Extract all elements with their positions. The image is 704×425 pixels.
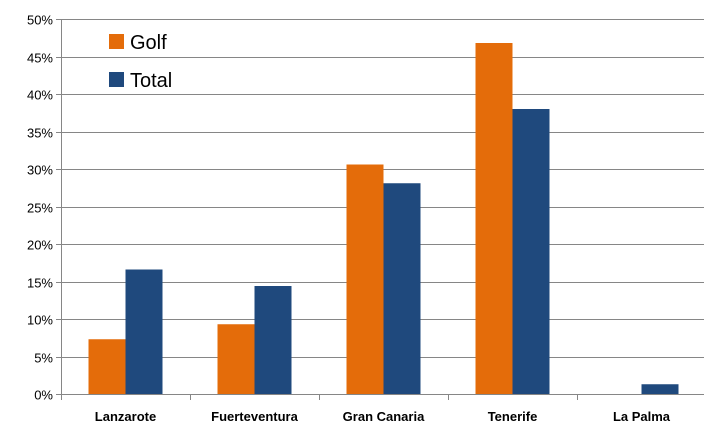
x-axis-tick-label: Tenerife [488,409,538,424]
bar-golf-tenerife [475,43,513,394]
x-axis-tick-label: Gran Canaria [343,409,425,424]
axes [56,19,704,400]
bar-golf-lanzarote [88,339,126,394]
x-axis-tick-label: Lanzarote [95,409,156,424]
y-axis-tick-label: 30% [27,163,53,178]
y-axis-tick-label: 25% [27,201,53,216]
bar-total-gran-canaria [383,183,421,394]
bar-golf-gran-canaria [346,164,384,394]
bar-total-fuerteventura [254,286,292,394]
y-axis-tick-labels: 0% 5% 10% 15% 20% 25% 30% 35% 40% 45% 50% [27,13,53,403]
y-axis-tick-label: 45% [27,51,53,66]
y-axis-tick-label: 10% [27,313,53,328]
bars [88,43,679,394]
legend-swatch-golf [109,34,124,49]
x-axis-tick-label: La Palma [613,409,671,424]
bar-total-tenerife [512,109,550,394]
legend-label-golf: Golf [130,32,167,54]
legend: Golf Total [109,32,172,92]
legend-label-total: Total [130,70,172,92]
y-axis-tick-label: 20% [27,238,53,253]
y-axis-tick-label: 5% [34,351,53,366]
bar-total-la-palma [641,384,679,394]
legend-swatch-total [109,72,124,87]
y-axis-tick-label: 40% [27,88,53,103]
y-axis-tick-label: 35% [27,126,53,141]
y-axis-tick-label: 15% [27,276,53,291]
x-axis-tick-label: Fuerteventura [211,409,298,424]
x-axis-tick-labels: Lanzarote Fuerteventura Gran Canaria Teneri… [95,409,671,424]
bar-total-lanzarote [125,269,163,394]
y-axis-tick-label: 0% [34,388,53,403]
y-axis-tick-label: 50% [27,13,53,28]
bar-golf-fuerteventura [217,324,255,394]
